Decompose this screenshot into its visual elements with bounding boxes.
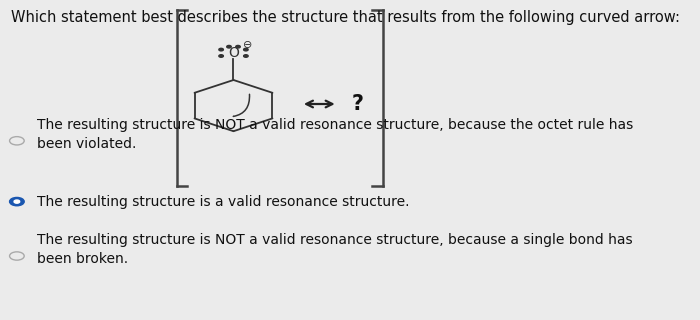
FancyArrowPatch shape: [233, 94, 249, 116]
Text: The resulting structure is NOT a valid resonance structure, because the octet ru: The resulting structure is NOT a valid r…: [36, 118, 633, 151]
Circle shape: [219, 48, 223, 51]
Circle shape: [236, 45, 240, 48]
Circle shape: [219, 55, 223, 57]
Text: The resulting structure is NOT a valid resonance structure, because a single bon: The resulting structure is NOT a valid r…: [36, 233, 632, 266]
Text: The resulting structure is a valid resonance structure.: The resulting structure is a valid reson…: [36, 195, 409, 209]
Circle shape: [244, 48, 248, 51]
Circle shape: [10, 197, 25, 206]
Circle shape: [14, 200, 20, 203]
Circle shape: [244, 55, 248, 57]
Text: Which statement best describes the structure that results from the following cur: Which statement best describes the struc…: [11, 10, 680, 25]
Text: ?: ?: [351, 94, 363, 114]
Circle shape: [227, 45, 231, 48]
Text: O: O: [228, 46, 239, 60]
Text: ⊖: ⊖: [243, 40, 252, 50]
